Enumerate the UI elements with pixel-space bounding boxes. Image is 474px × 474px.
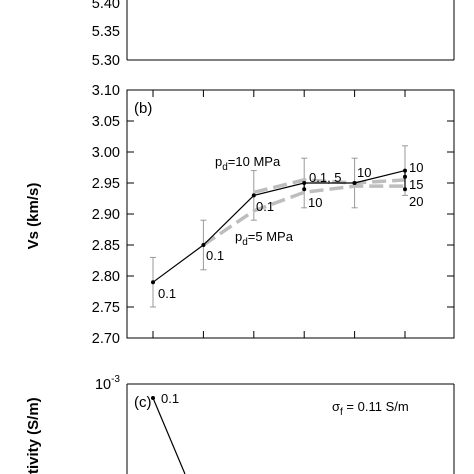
panel-c-y-tick-label: 10-3	[95, 374, 120, 393]
panel-c-point	[151, 396, 155, 400]
panel-b-label: (b)	[134, 100, 152, 117]
data-label: 0.1, 5	[309, 170, 342, 185]
panel-a-tick-label: 5.30	[92, 53, 120, 69]
data-label: 10	[357, 165, 371, 180]
annotation-sigma: σ	[332, 399, 340, 414]
panel-c-y-tick-base: 10	[95, 377, 111, 393]
panel-a-tick-label: 5.40	[92, 0, 120, 12]
panel-c-label: (c)	[134, 394, 152, 411]
data-label: 10	[308, 195, 322, 210]
annotation-sigma-sub: f	[340, 407, 343, 418]
data-label: 15	[409, 177, 423, 192]
y-tick-label: 3.05	[92, 114, 120, 130]
data-label: 0.1	[206, 248, 224, 263]
panel-c: 10-3 tivity (S/m) (c) σf = 0.11 S/m 0.1	[25, 374, 455, 474]
annotation-pd-5: pd=5 MPa	[235, 229, 294, 248]
panel-b-y-axis-title: Vs (km/s)	[25, 183, 42, 250]
data-label: 0.1	[256, 199, 274, 214]
panel-b-main-series-line	[152, 170, 406, 283]
panel-a: 5.40 5.35 5.30	[92, 0, 455, 69]
annotation-pd-10-rest: =10 MPa	[228, 154, 281, 169]
annotation-pd-10-p: p	[215, 154, 222, 169]
y-tick-label: 3.00	[92, 145, 120, 161]
y-tick-label: 2.95	[92, 176, 120, 192]
panel-c-series-line	[152, 397, 186, 474]
data-label: 20	[409, 194, 423, 209]
y-tick-label: 2.90	[92, 207, 120, 223]
y-tick-label: 2.80	[92, 269, 120, 285]
data-point	[352, 181, 357, 185]
data-label: 10	[409, 160, 423, 175]
annotation-pd-5-sub: d	[242, 237, 248, 248]
annotation-pd-5-p: p	[235, 229, 242, 244]
data-label: 0.1	[161, 391, 179, 406]
y-tick-label: 2.70	[92, 331, 120, 347]
data-point	[251, 193, 256, 198]
annotation-pd-5-rest: =5 MPa	[248, 229, 294, 244]
panel-b-pd5-series-line	[202, 184, 405, 247]
data-point	[151, 280, 155, 285]
panel-b-y-ticks: 3.10 3.05 3.00 2.95 2.90 2.85 2.80 2.75 2.70	[92, 83, 454, 347]
y-tick-label: 2.85	[92, 238, 120, 254]
data-label: 0.1	[158, 286, 176, 301]
annotation-pd-10: pd=10 MPa	[215, 154, 281, 173]
panel-a-tick-label: 5.35	[92, 24, 120, 40]
panel-c-y-tick-exp: -3	[111, 374, 120, 385]
panel-b-points	[151, 168, 407, 285]
annotation-sigma-f: σf = 0.11 S/m	[332, 399, 409, 418]
annotation-pd-10-sub: d	[222, 162, 228, 173]
panel-c-y-axis-title: tivity (S/m)	[25, 397, 42, 474]
data-point	[201, 243, 206, 247]
panel-b-x-ticks	[152, 90, 406, 338]
y-tick-label: 2.75	[92, 300, 120, 316]
annotation-sigma-rest: = 0.11 S/m	[343, 399, 409, 414]
panel-b-pd10-series-line	[253, 178, 406, 194]
y-tick-label: 3.10	[92, 83, 120, 99]
panel-b: 3.10 3.05 3.00 2.95 2.90 2.85 2.80 2.75 2.70 Vs …	[25, 83, 455, 347]
